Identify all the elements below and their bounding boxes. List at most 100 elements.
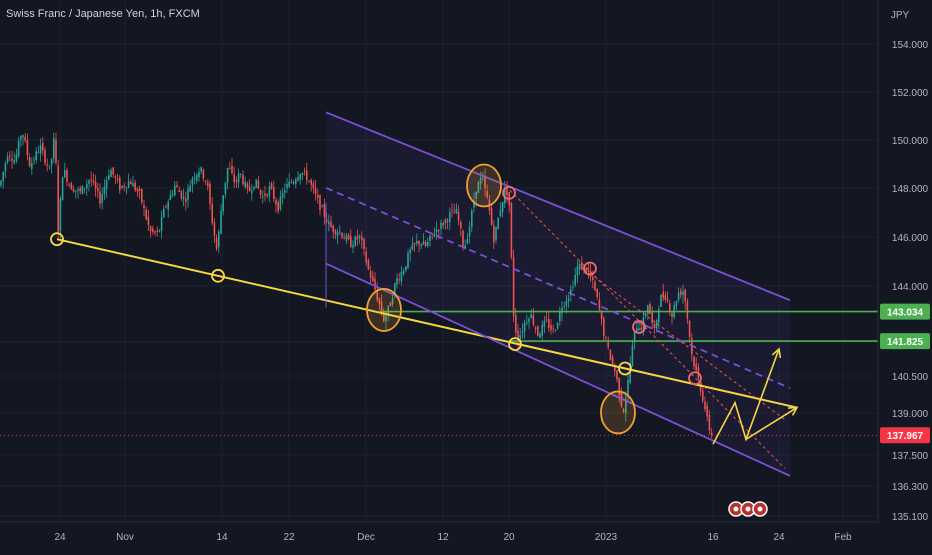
candle-body: [512, 257, 515, 316]
drawings-layer[interactable]: [0, 111, 878, 477]
candle-body: [273, 187, 275, 199]
candle-body: [585, 268, 587, 272]
touch-marker[interactable]: [50, 232, 64, 247]
candle-body: [592, 276, 594, 280]
candle-body: [541, 324, 543, 336]
candle-body: [306, 170, 308, 181]
trendline-support[interactable]: [56, 238, 798, 409]
candle-body: [295, 179, 297, 185]
candle-body: [83, 187, 86, 189]
candle-body: [356, 236, 359, 240]
touch-marker[interactable]: [618, 361, 632, 376]
candle-body: [662, 291, 664, 298]
candle-body: [141, 189, 143, 203]
candle-body: [312, 183, 315, 189]
candle-body: [394, 283, 396, 296]
candle-body: [169, 194, 172, 200]
touch-marker[interactable]: [502, 185, 516, 200]
candle-body: [625, 398, 627, 414]
channel-shading: [326, 112, 790, 476]
forecast-arrowhead-right: [787, 406, 799, 416]
candle-body: [147, 216, 150, 226]
price-level-badge: [880, 427, 930, 444]
candle-body: [446, 220, 449, 222]
time-axis-panel[interactable]: [0, 522, 932, 550]
candle-body: [561, 307, 563, 314]
candle-body: [160, 216, 163, 231]
y-tick-label: 146.000: [892, 233, 929, 244]
candle-body: [622, 408, 625, 412]
candle-body: [618, 378, 620, 396]
candle-body: [391, 298, 394, 305]
touch-marker[interactable]: [688, 371, 702, 386]
candle-body: [143, 204, 145, 209]
candle-body: [563, 305, 565, 307]
candle-body: [187, 188, 189, 200]
highlight-circle[interactable]: [366, 288, 402, 332]
trendline-channel-upper[interactable]: [325, 111, 791, 302]
y-tick-label: 136.300: [892, 482, 929, 493]
candle-body: [396, 278, 398, 285]
candle-body: [244, 181, 246, 188]
candle-body: [240, 174, 242, 175]
candle-body: [22, 135, 24, 138]
candle-body: [550, 325, 552, 330]
candle-body: [248, 186, 251, 191]
candle-body: [134, 182, 136, 191]
candle-body: [42, 143, 44, 151]
candle-body: [6, 156, 9, 163]
forecast-arrow-line[interactable]: [745, 406, 798, 440]
candle-body: [24, 136, 26, 141]
candle-body: [402, 271, 405, 274]
candle-body: [255, 179, 257, 188]
forecast-arrowhead-up: [771, 347, 782, 359]
candle-body: [44, 149, 46, 163]
candle-body: [35, 151, 37, 161]
candle-body: [88, 180, 90, 184]
candle-body: [708, 414, 711, 431]
trendline-channel-mid[interactable]: [325, 187, 791, 389]
candle-body: [50, 158, 53, 165]
touch-marker[interactable]: [632, 320, 646, 334]
candle-body: [658, 309, 660, 323]
highlight-circle[interactable]: [600, 390, 636, 435]
candle-body: [303, 170, 306, 172]
touch-marker[interactable]: [508, 337, 522, 352]
trendline-channel-lower[interactable]: [325, 262, 791, 477]
candle-body: [90, 179, 92, 181]
candle-body: [202, 169, 205, 179]
candle-body: [321, 206, 323, 208]
candle-body: [229, 168, 231, 170]
candle-body: [15, 154, 18, 161]
candle-body: [616, 370, 618, 380]
candle-body: [53, 138, 55, 160]
forecast-path[interactable]: [712, 348, 780, 445]
candle-body: [343, 238, 345, 239]
candle-body: [198, 171, 200, 178]
candle-body: [330, 221, 332, 228]
candle-body: [99, 191, 101, 204]
highlight-circle[interactable]: [466, 163, 502, 208]
event-markers[interactable]: [728, 501, 768, 517]
trendline-projection[interactable]: [589, 272, 786, 421]
candle-body: [385, 315, 387, 322]
candle-body: [451, 210, 453, 211]
touch-marker[interactable]: [211, 268, 225, 283]
candle-body: [686, 301, 689, 319]
candle-body: [354, 236, 356, 246]
candle-body: [334, 230, 337, 234]
candle-body: [380, 301, 383, 313]
candle-body: [611, 357, 614, 364]
candle-body: [231, 165, 233, 174]
touch-marker[interactable]: [583, 261, 597, 276]
trendline-projection[interactable]: [509, 190, 786, 469]
candle-body: [264, 193, 266, 196]
price-axis-panel[interactable]: [878, 0, 932, 550]
candle-body: [477, 181, 480, 194]
candle-body: [345, 235, 348, 241]
candle-body: [191, 178, 194, 185]
candle-body: [506, 184, 508, 195]
candle-body: [20, 136, 22, 141]
